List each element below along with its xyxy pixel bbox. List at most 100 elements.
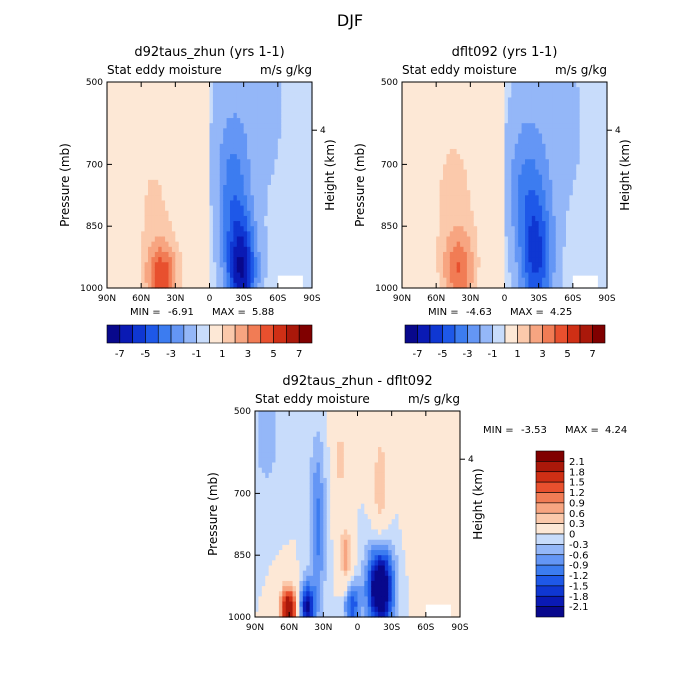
field-cell [209, 133, 214, 140]
field-cell [460, 282, 465, 289]
field-cell [158, 226, 163, 232]
field-cell [470, 210, 475, 217]
field-cell [415, 241, 420, 248]
field-cell [589, 92, 594, 99]
field-cell [463, 159, 468, 165]
colorbar-swatch [529, 324, 543, 344]
field-cell [243, 226, 248, 232]
field-cell [247, 195, 252, 202]
field-cell [165, 282, 170, 289]
field-cell [596, 118, 601, 124]
field-cell [477, 164, 482, 171]
field-cell [460, 148, 465, 155]
field-cell [449, 195, 454, 202]
field-cell [209, 112, 214, 119]
field-cell [308, 185, 313, 191]
field-cell [419, 174, 424, 181]
field-cell [226, 185, 231, 191]
field-cell [274, 154, 279, 160]
field-cell [182, 179, 187, 186]
field-cell [576, 82, 581, 88]
field-cell [449, 133, 454, 140]
panel2: dflt092 (yrs 1-1)Stat eddy moisture m/s g… [353, 45, 632, 360]
field-cell [134, 133, 139, 140]
field-cell [596, 215, 601, 222]
field-cell [120, 118, 125, 124]
field-cell [555, 195, 560, 202]
field-cell [130, 210, 135, 217]
field-cell [402, 159, 407, 165]
field-cell [117, 164, 122, 171]
field-cell [281, 102, 286, 109]
field-cell [408, 272, 413, 279]
field-cell [525, 251, 530, 258]
field-cell [603, 169, 608, 176]
field-cell [412, 154, 417, 160]
field-cell [586, 148, 591, 155]
field-cell [535, 102, 540, 109]
field-cell [284, 272, 289, 279]
field-cell [175, 210, 180, 217]
field-cell [443, 148, 448, 155]
field-cell [589, 221, 594, 227]
field-cell [202, 282, 207, 289]
field-cell [525, 82, 530, 88]
field-cell [521, 118, 526, 124]
field-cell [288, 133, 293, 140]
field-cell [206, 174, 211, 181]
field-cell [216, 154, 221, 160]
field-cell [490, 277, 495, 284]
field-cell [199, 159, 204, 165]
field-cell [127, 148, 132, 155]
field-cell [175, 231, 180, 238]
field-cell [124, 277, 129, 284]
field-cell [480, 154, 485, 160]
field-cell [247, 231, 252, 238]
field-cell [460, 133, 465, 140]
field-cell [460, 87, 465, 93]
field-cell [258, 462, 263, 469]
field-cell [518, 143, 523, 150]
field-cell [484, 226, 489, 232]
field-cell [456, 205, 461, 212]
field-cell [525, 190, 530, 196]
field-cell [525, 128, 530, 135]
field-cell [432, 143, 437, 150]
field-cell [284, 118, 289, 124]
field-cell [305, 107, 310, 114]
field-cell [243, 92, 248, 99]
field-cell [589, 257, 594, 263]
field-cell [518, 251, 523, 258]
field-cell [134, 143, 139, 150]
field-cell [243, 221, 248, 227]
field-cell [422, 226, 427, 232]
field-cell [253, 148, 258, 155]
field-cell [107, 174, 112, 181]
field-cell [284, 226, 289, 232]
field-cell [250, 195, 255, 202]
field-cell [110, 251, 115, 258]
field-cell [531, 246, 536, 253]
colorbar-tick-label: -5 [438, 349, 448, 360]
field-cell [494, 82, 499, 88]
field-cell [419, 185, 424, 191]
field-cell [291, 251, 296, 258]
field-cell [165, 133, 170, 140]
field-cell [144, 267, 149, 274]
field-cell [477, 272, 482, 279]
field-cell [219, 185, 224, 191]
field-cell [148, 102, 153, 109]
field-cell [593, 148, 598, 155]
field-cell [470, 282, 475, 289]
field-cell [473, 190, 478, 196]
field-cell [209, 154, 214, 160]
field-cell [144, 123, 149, 129]
field-cell [432, 164, 437, 171]
field-cell [576, 118, 581, 124]
field-cell [460, 138, 465, 145]
field-cell [206, 267, 211, 274]
field-cell [521, 257, 526, 263]
field-cell [144, 185, 149, 191]
field-cell [127, 133, 132, 140]
field-cell [439, 112, 444, 119]
